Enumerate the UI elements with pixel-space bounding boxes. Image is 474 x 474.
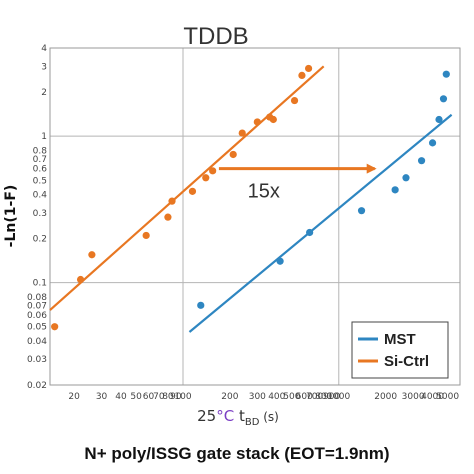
y-tick-label: 0.2	[33, 235, 47, 245]
data-point-mst	[428, 139, 437, 147]
legend-label-mst: MST	[384, 331, 416, 348]
x-tick-label: 50	[130, 392, 142, 402]
x-label-tail: (s)	[259, 410, 278, 424]
x-tick-label: 4000	[421, 392, 444, 402]
x-tick-label: 90	[170, 392, 182, 402]
x-tick-label: 500	[283, 392, 300, 402]
x-tick-label: 2000	[374, 392, 397, 402]
x-tick-label: 80	[162, 392, 174, 402]
data-point-si-ctrl	[168, 197, 176, 205]
x-tick-label: 400	[268, 392, 285, 402]
x-tick-label: 600	[296, 392, 313, 402]
data-point-mst	[276, 257, 284, 265]
data-point-mst	[417, 157, 426, 165]
data-point-si-ctrl	[164, 213, 172, 221]
plot-frame	[49, 47, 461, 386]
data-point-si-ctrl	[290, 96, 299, 105]
x-tick-label: 3000	[402, 392, 425, 402]
x-tick-label: 900	[323, 392, 340, 402]
data-point-mst	[357, 207, 366, 215]
y-tick-label: 0.6	[33, 165, 48, 175]
y-tick-label: 0.07	[27, 301, 47, 311]
data-point-mst	[402, 174, 410, 182]
gridlines	[50, 48, 460, 385]
y-tick-label: 0.8	[33, 146, 48, 156]
data-point-mst	[391, 186, 399, 194]
data-point-si-ctrl	[76, 275, 85, 284]
legend-label-si-ctrl: Si-Ctrl	[384, 353, 429, 370]
x-tick-label: 200	[221, 392, 238, 402]
fit-line-si-ctrl	[49, 65, 325, 311]
x-tick-label: 1000	[327, 392, 350, 402]
y-tick-label: 1	[41, 132, 47, 142]
y-tick-label: 0.03	[27, 355, 47, 365]
legend: MST Si-Ctrl	[351, 321, 449, 379]
x-tick-label: 60	[143, 392, 155, 402]
data-points	[51, 64, 450, 331]
y-tick-label: 0.5	[33, 176, 47, 186]
data-point-si-ctrl	[298, 71, 306, 79]
data-point-si-ctrl	[269, 115, 277, 124]
figure-caption: N+ poly/ISSG gate stack (EOT=1.9nm)	[84, 444, 389, 463]
data-point-mst	[442, 70, 450, 78]
x-label-temp: 25	[197, 407, 216, 425]
x-tick-label: 700	[306, 392, 323, 402]
shift-label: 15x	[248, 181, 280, 203]
y-tick-label: 4	[41, 44, 47, 54]
y-tick-label: 0.02	[27, 381, 47, 391]
data-point-mst	[306, 228, 314, 237]
data-point-si-ctrl	[238, 129, 246, 137]
data-point-si-ctrl	[88, 251, 96, 259]
x-tick-label: 20	[68, 392, 80, 402]
data-point-si-ctrl	[304, 64, 313, 73]
data-point-si-ctrl	[253, 118, 261, 126]
legend-box	[351, 321, 449, 379]
y-tick-label: 0.3	[33, 209, 47, 219]
x-label-unit: °C	[216, 407, 234, 425]
data-point-si-ctrl	[188, 187, 197, 195]
fit-lines	[49, 65, 453, 333]
y-tick-label: 0.05	[27, 323, 47, 333]
x-axis-label: 25°C tBD (s)	[197, 407, 279, 428]
y-tick-label: 0.1	[33, 279, 47, 289]
data-point-si-ctrl	[142, 231, 150, 240]
x-tick-label: 5000	[436, 392, 459, 402]
y-tick-label: 0.4	[33, 190, 48, 200]
y-tick-label: 3	[41, 62, 47, 72]
x-tick-label: 800	[315, 392, 332, 402]
x-tick-label: 70	[153, 392, 165, 402]
y-tick-label: 2	[41, 88, 47, 98]
y-tick-label: 0.08	[27, 293, 47, 303]
data-point-si-ctrl	[209, 167, 217, 175]
x-tick-label: 300	[249, 392, 266, 402]
annotations: 15x	[218, 163, 377, 203]
data-point-si-ctrl	[202, 174, 210, 182]
chart-title: TDDB	[183, 23, 248, 50]
data-point-mst	[197, 301, 205, 309]
y-tick-label: 0.04	[27, 337, 47, 347]
y-tick-label: 0.06	[27, 311, 47, 321]
data-point-mst	[435, 115, 443, 124]
y-axis-label: -Ln(1-F)	[3, 185, 19, 248]
fit-line-mst	[188, 113, 453, 333]
data-point-mst	[439, 95, 448, 103]
x-tick-label: 30	[96, 392, 108, 402]
x-tick-label: 40	[115, 392, 127, 402]
x-tick-label: 100	[174, 392, 191, 402]
x-label-sub: BD	[245, 417, 260, 428]
x-label-t: t	[234, 407, 245, 425]
data-point-si-ctrl	[51, 323, 59, 331]
y-tick-label: 0.7	[33, 155, 47, 165]
data-point-si-ctrl	[229, 150, 237, 159]
y-tick-labels: 0.02 0.03 0.04 0.05 0.060.070.08 0.1 0.2 0.3 0.4…	[27, 44, 47, 391]
